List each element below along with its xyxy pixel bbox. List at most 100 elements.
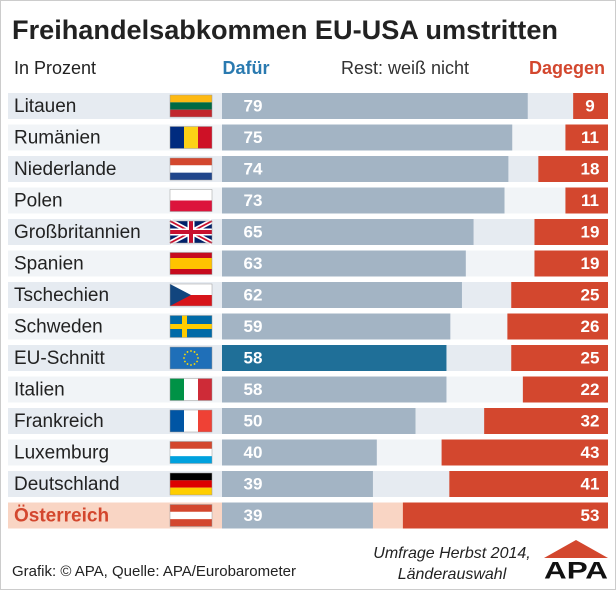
flag [168, 218, 214, 246]
flag-stripe [184, 378, 198, 401]
flag-star [193, 363, 196, 365]
flag-star [184, 353, 186, 356]
value-label: 58 [244, 348, 263, 367]
value-label: 26 [581, 317, 600, 336]
value-label: 25 [581, 285, 600, 304]
flag-border [169, 409, 213, 433]
flag [169, 252, 213, 275]
value-label: 19 [581, 222, 600, 241]
flag-stripe [170, 511, 212, 520]
bar-dafuer [222, 219, 474, 245]
flag-stripe [170, 441, 212, 449]
flag-stripe [170, 172, 212, 180]
flag-star [183, 357, 185, 359]
category-label: Rumänien [14, 128, 101, 149]
flag-stripe [170, 165, 212, 173]
flag [169, 346, 213, 370]
flag-border [169, 346, 213, 370]
bar-dafuer [222, 187, 505, 214]
bar-dafuer [222, 313, 451, 340]
flag-stripe [170, 109, 212, 117]
flag-stripe [170, 473, 212, 481]
value-label: 11 [581, 191, 599, 210]
flag-stripe [184, 126, 198, 149]
flag [169, 378, 213, 401]
category-label: Polen [14, 191, 63, 212]
flag-stripe [170, 295, 212, 306]
bar-dagegen [534, 250, 608, 277]
flag-stripe [170, 378, 184, 401]
bar-dafuer [222, 250, 466, 277]
flag-stripe [170, 456, 212, 464]
bar-dagegen [522, 376, 608, 403]
bar-dagegen [402, 502, 608, 529]
flag-cross [170, 221, 212, 243]
flag-cross [170, 324, 212, 329]
legend-note: Rest: weiß nicht [341, 58, 469, 78]
flag-border [169, 220, 213, 244]
bar-dafuer [222, 124, 513, 151]
value-label: 39 [244, 506, 263, 525]
flag-star [184, 360, 186, 363]
value-label: 58 [244, 380, 263, 399]
flag [169, 126, 213, 149]
bar-dafuer [222, 376, 447, 403]
flag-stripe [170, 189, 212, 201]
value-label: 73 [244, 191, 263, 210]
flag-border [169, 378, 213, 401]
flag [169, 504, 213, 527]
flag-stripe [170, 480, 212, 488]
value-label: 63 [244, 254, 263, 273]
category-label: Spanien [14, 254, 84, 275]
category-label: Italien [14, 380, 65, 401]
flag-star [193, 351, 196, 353]
flag [169, 472, 213, 496]
flag-star [190, 364, 192, 366]
flag-stripe [198, 410, 212, 432]
flag-stripe [170, 448, 212, 457]
bar-dafuer [222, 282, 462, 308]
flag-stripe [170, 102, 212, 110]
bar-dagegen [441, 439, 608, 466]
value-label: 25 [581, 348, 600, 367]
value-label: 75 [244, 128, 263, 147]
bar-dagegen [449, 471, 608, 497]
bar-dagegen [484, 408, 608, 434]
flag-stripe [170, 126, 184, 149]
flag-border [169, 441, 213, 464]
category-label: Frankreich [14, 411, 104, 432]
value-label: 59 [244, 317, 263, 336]
subtitle: In Prozent [14, 58, 96, 78]
value-label: 65 [244, 222, 263, 241]
value-label: 9 [585, 96, 594, 115]
bar-dafuer [222, 502, 373, 529]
value-label: 74 [244, 159, 263, 178]
flag [169, 189, 213, 212]
flag-border [169, 157, 213, 181]
category-label: Deutschland [14, 474, 120, 495]
category-label: EU-Schnitt [14, 348, 106, 369]
flag-border [169, 252, 213, 275]
flag-star [186, 351, 189, 353]
category-label: Tschechien [14, 285, 109, 306]
flag-stripe [170, 504, 212, 512]
flag-star [196, 360, 198, 363]
logo: APA [544, 557, 608, 584]
bar-dagegen [534, 219, 608, 245]
flag-stripe [170, 410, 184, 432]
flag [169, 409, 213, 433]
flag-stripe [184, 410, 198, 432]
value-label: 79 [244, 96, 263, 115]
flag-border [169, 315, 213, 338]
bar-dagegen [565, 187, 608, 214]
flag [169, 441, 213, 464]
flag-stripe [170, 258, 212, 269]
bar-dafuer [222, 439, 377, 466]
category-label: Österreich [14, 506, 109, 527]
chart-title: Freihandelsabkommen EU-USA umstritten [12, 15, 558, 45]
flag [169, 283, 213, 307]
legend-dafuer: Dafür [222, 58, 269, 78]
value-label: 50 [244, 411, 263, 430]
bar-dagegen [511, 345, 608, 371]
